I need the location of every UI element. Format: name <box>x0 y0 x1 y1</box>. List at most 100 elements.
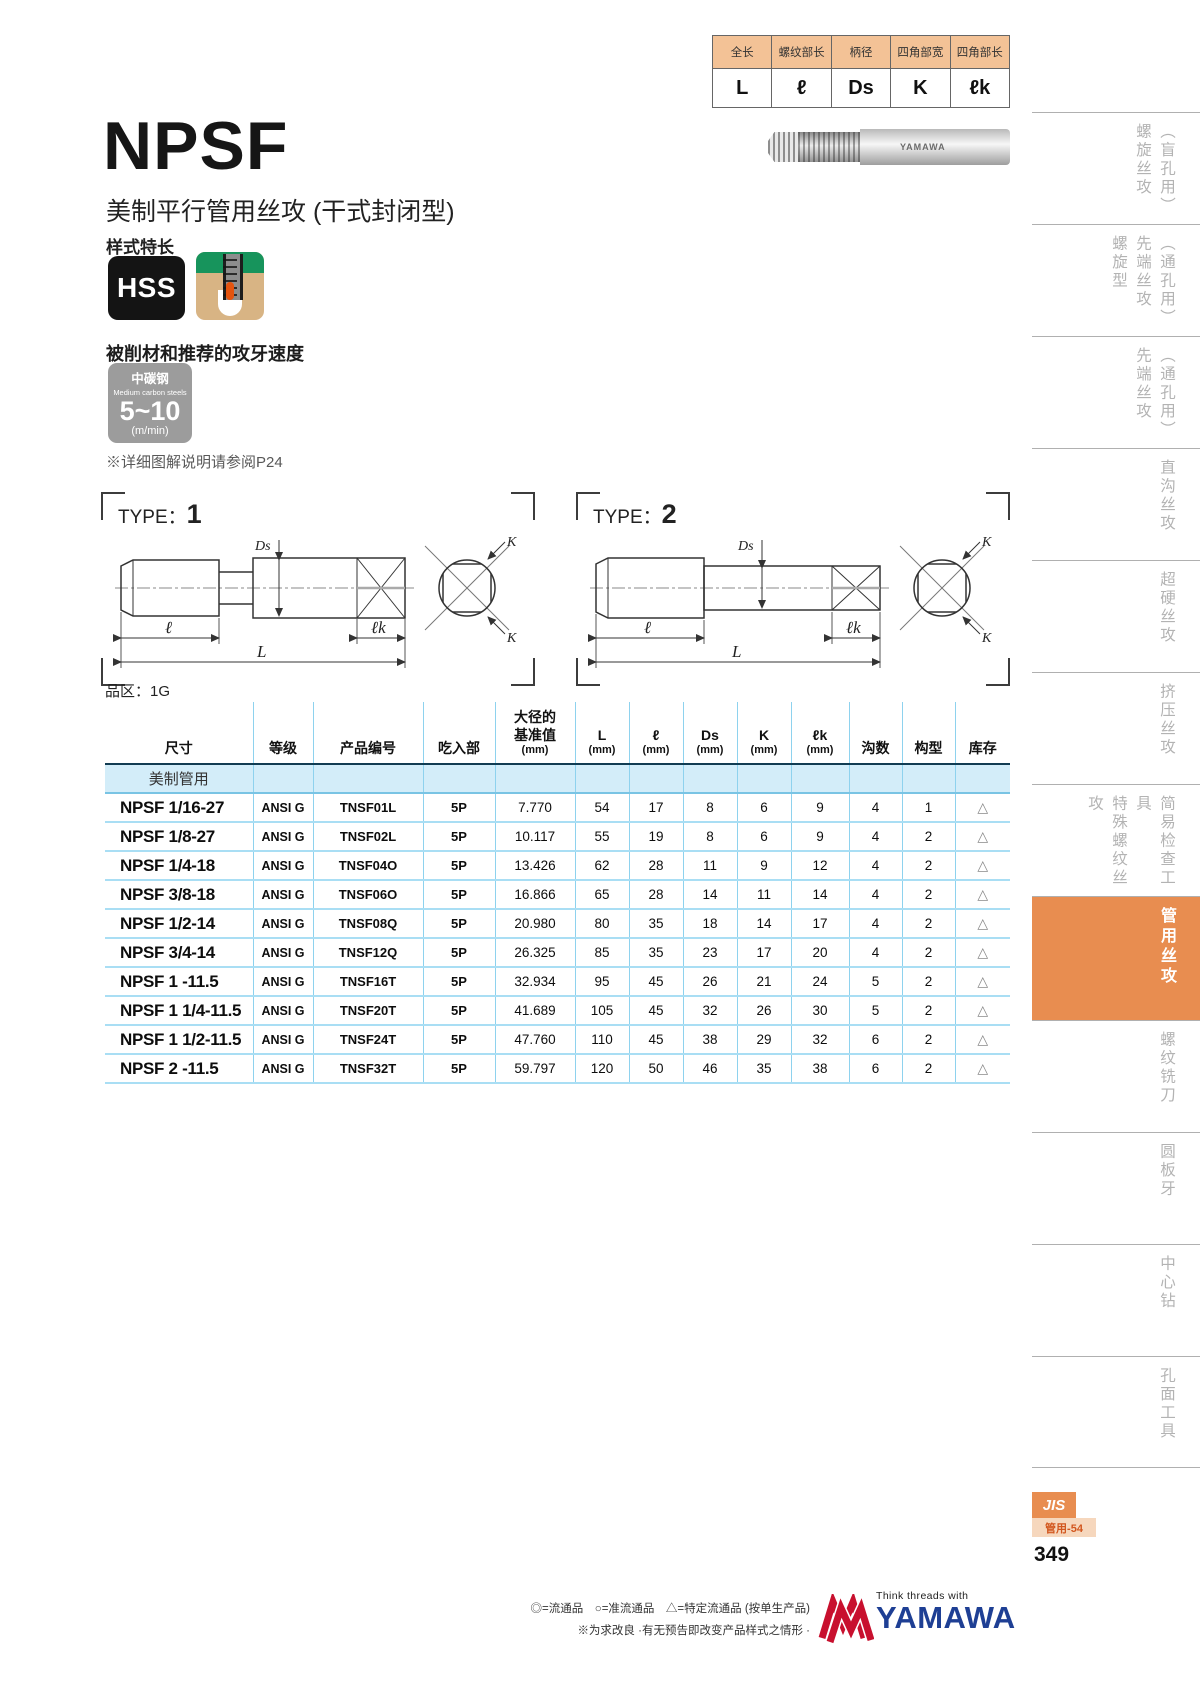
speed-range: 5~10 <box>119 396 181 426</box>
sidebar-tab-1[interactable]: 螺旋型 先端丝攻 （通孔用） <box>1032 224 1200 336</box>
col-header-12: 库存 <box>955 702 1010 766</box>
sidebar-tab-7[interactable]: 管用丝攻 <box>1032 896 1200 1020</box>
legend-header-2: 柄径 <box>830 35 892 69</box>
col-header-3: 吃入部 <box>423 702 496 766</box>
group-cell-4 <box>495 764 576 795</box>
col-header-5: L (mm) <box>575 702 630 766</box>
yamawa-mark-icon <box>818 1594 874 1644</box>
type2-dim-ds: Ds <box>737 539 754 554</box>
group-cell-1 <box>253 764 314 795</box>
hss-badge: HSS <box>108 256 185 320</box>
footer-notes: ◎=流通品 ○=准流通品 △=特定流通品 (按单生产品) ※为求改良 ·有无预告… <box>390 1598 810 1643</box>
col-header-7: Ds (mm) <box>683 702 738 766</box>
group-cell-9 <box>791 764 850 795</box>
jis-sub-badge: 管用-54 <box>1032 1518 1096 1537</box>
spec-header-row: 尺寸 等级 产品编号 吃入部 大径的 基准值 (mm) L (mm) ℓ (mm) Ds (mm) K (m… <box>105 702 1010 766</box>
legend-symbol-2: Ds <box>830 68 892 108</box>
material-name-en: Medium carbon steels <box>113 388 187 397</box>
speed-unit: (m/min) <box>131 425 169 438</box>
sidebar-tab-11[interactable]: 孔面工具 <box>1032 1356 1200 1468</box>
table-row: NPSF 1/4-18 ANSI G TNSF04O 5P 13.426 62 28 11 9 1… <box>105 851 1010 882</box>
col-header-11: 构型 <box>902 702 956 766</box>
group-cell-8 <box>737 764 792 795</box>
type1-dim-L: L <box>256 642 266 661</box>
sidebar-tab-10[interactable]: 中心钻 <box>1032 1244 1200 1356</box>
page-title: NPSF <box>103 108 289 184</box>
legend-symbol-4: ℓk <box>949 68 1011 108</box>
table-row: NPSF 1 -11.5 ANSI G TNSF16T 5P 32.934 95 45 26 2… <box>105 967 1010 998</box>
group-cell-11 <box>902 764 956 795</box>
type1-drawing: Ds ℓ ℓk L K K <box>113 535 517 668</box>
type1-diagram: TYPE：1 Ds ℓ ℓk <box>101 492 535 686</box>
material-name-cn: 中碳钢 <box>131 372 169 386</box>
col-header-1: 等级 <box>253 702 314 766</box>
sidebar-tab-2[interactable]: 先端丝攻 （通孔用） <box>1032 336 1200 448</box>
legend-symbol-1: ℓ <box>771 68 832 108</box>
jis-badge: JIS <box>1032 1492 1076 1518</box>
col-header-9: ℓk (mm) <box>791 702 850 766</box>
sidebar-tab-3[interactable]: 直沟丝攻 <box>1032 448 1200 560</box>
table-row: NPSF 3/4-14 ANSI G TNSF12Q 5P 26.325 85 35 23 17… <box>105 938 1010 969</box>
type1-dim-k-top: K <box>506 535 517 550</box>
type1-number: 1 <box>186 499 202 529</box>
type2-label: TYPE： <box>593 507 662 528</box>
brand-logo: Think threads with YAMAWA <box>818 1588 1018 1648</box>
tap-shank-section: YAMAWA <box>860 129 1010 165</box>
type2-dim-k-bottom: K <box>981 631 992 646</box>
legend-header-4: 四角部长 <box>949 35 1011 69</box>
type2-dim-k-top: K <box>981 535 992 550</box>
page-subtitle: 美制平行管用丝攻 (干式封闭型) <box>106 198 455 226</box>
type2-diagram: TYPE：2 Ds ℓ ℓk <box>576 492 1010 686</box>
sidebar-tab-5[interactable]: 挤压丝攻 <box>1032 672 1200 784</box>
legend-header-1: 螺纹部长 <box>771 35 832 69</box>
sidebar-tab-6[interactable]: 特殊螺纹丝攻 简易检查工具 <box>1032 784 1200 896</box>
table-row: NPSF 1/8-27 ANSI G TNSF02L 5P 10.117 55 19 8 6 9 4… <box>105 822 1010 853</box>
col-header-0: 尺寸 <box>105 702 254 766</box>
group-label: 美制管用 <box>105 764 254 795</box>
tap-product-photo: YAMAWA <box>768 124 1010 170</box>
tap-brand-label: YAMAWA <box>900 142 946 152</box>
tap-flute-shading <box>798 132 860 162</box>
spec-group-row: 美制管用 <box>105 764 1010 795</box>
brand-tagline: Think threads with <box>876 1590 969 1602</box>
sidebar-tab-9[interactable]: 圆板牙 <box>1032 1132 1200 1244</box>
spec-body: 美制管用 NPSF 1/16-27 ANSI G TNSF01L 5P 7.770 54 1… <box>105 764 1010 1085</box>
sidebar-tab-0[interactable]: 螺旋丝攻 （盲孔用） <box>1032 112 1200 224</box>
sidebar-tab-8[interactable]: 螺纹铣刀 <box>1032 1020 1200 1132</box>
zone-label: 品区：1G <box>105 683 171 700</box>
blind-hole-icon <box>196 252 264 320</box>
col-header-2: 产品编号 <box>313 702 424 766</box>
legend-header-0: 全长 <box>711 35 773 69</box>
spec-table: 尺寸 等级 产品编号 吃入部 大径的 基准值 (mm) L (mm) ℓ (mm) Ds (mm) K (m… <box>105 702 1010 1085</box>
jis-label: JIS <box>1042 1496 1066 1514</box>
jis-sub-label: 管用-54 <box>1045 1522 1083 1535</box>
type2-drawing: Ds ℓ ℓk L K K <box>588 535 992 668</box>
speed-box: 中碳钢 Medium carbon steels 5~10 (m/min) <box>108 363 192 443</box>
table-row: NPSF 2 -11.5 ANSI G TNSF32T 5P 59.797 120 50 46… <box>105 1054 1010 1085</box>
type1-dim-k-bottom: K <box>506 631 517 646</box>
type1-label: TYPE： <box>118 507 187 528</box>
group-cell-5 <box>575 764 630 795</box>
group-cell-6 <box>629 764 684 795</box>
group-cell-3 <box>423 764 496 795</box>
footer-note: ※为求改良 ·有无预告即改变产品样式之情形 · <box>577 1625 810 1638</box>
type2-dim-lk: ℓk <box>846 618 861 637</box>
sidebar-tabs: 螺旋丝攻 （盲孔用） 螺旋型 先端丝攻 （通孔用） 先端丝攻 （通孔用） 直沟丝攻 超硬丝攻 挤压… <box>1032 112 1200 1468</box>
type2-dim-L: L <box>731 642 741 661</box>
brand-name: YAMAWA <box>876 1600 1016 1635</box>
speed-heading: 被削材和推荐的攻牙速度 <box>106 344 304 364</box>
feature-label: 样式特长 <box>106 238 174 257</box>
group-cell-12 <box>955 764 1010 795</box>
sidebar-tab-4[interactable]: 超硬丝攻 <box>1032 560 1200 672</box>
legend-symbol-3: K <box>890 68 951 108</box>
page-number: 349 <box>1034 1543 1070 1566</box>
col-header-6: ℓ (mm) <box>629 702 684 766</box>
table-row: NPSF 3/8-18 ANSI G TNSF06O 5P 16.866 65 28 14 11… <box>105 880 1010 911</box>
group-cell-2 <box>313 764 424 795</box>
type1-dim-ds: Ds <box>254 539 271 554</box>
legend-header-3: 四角部宽 <box>890 35 951 69</box>
col-header-8: K (mm) <box>737 702 792 766</box>
